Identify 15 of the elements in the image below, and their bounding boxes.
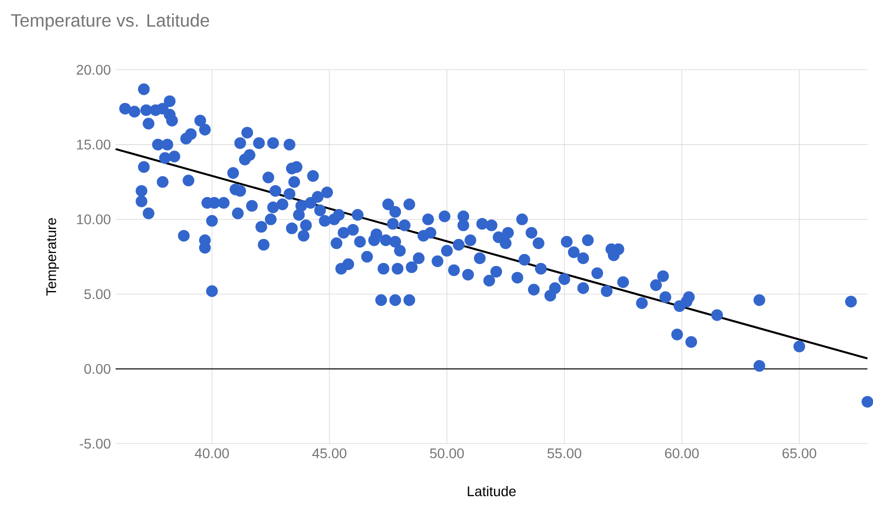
y-tick-label: 10.00: [77, 214, 110, 224]
y-tick-label: 15.00: [77, 139, 110, 150]
x-tick-label: 50.00: [430, 448, 464, 458]
x-tick-label: 55.00: [547, 448, 582, 458]
chart-title: Temperature vs. Latitude: [11, 13, 210, 30]
y-tick-label: 0.00: [84, 364, 110, 374]
y-axis-title: Temperature: [46, 218, 59, 296]
y-tick-label: 5.00: [84, 288, 110, 299]
x-tick-label: 40.00: [194, 448, 229, 458]
y-tick-label: 20.00: [76, 64, 110, 75]
y-tick-label: -5.00: [80, 438, 110, 448]
x-tick-label: 60.00: [665, 448, 699, 458]
x-tick-label: 65.00: [782, 448, 816, 458]
x-axis-title: Latitude: [468, 486, 516, 496]
x-tick-label: 45.00: [312, 448, 346, 458]
